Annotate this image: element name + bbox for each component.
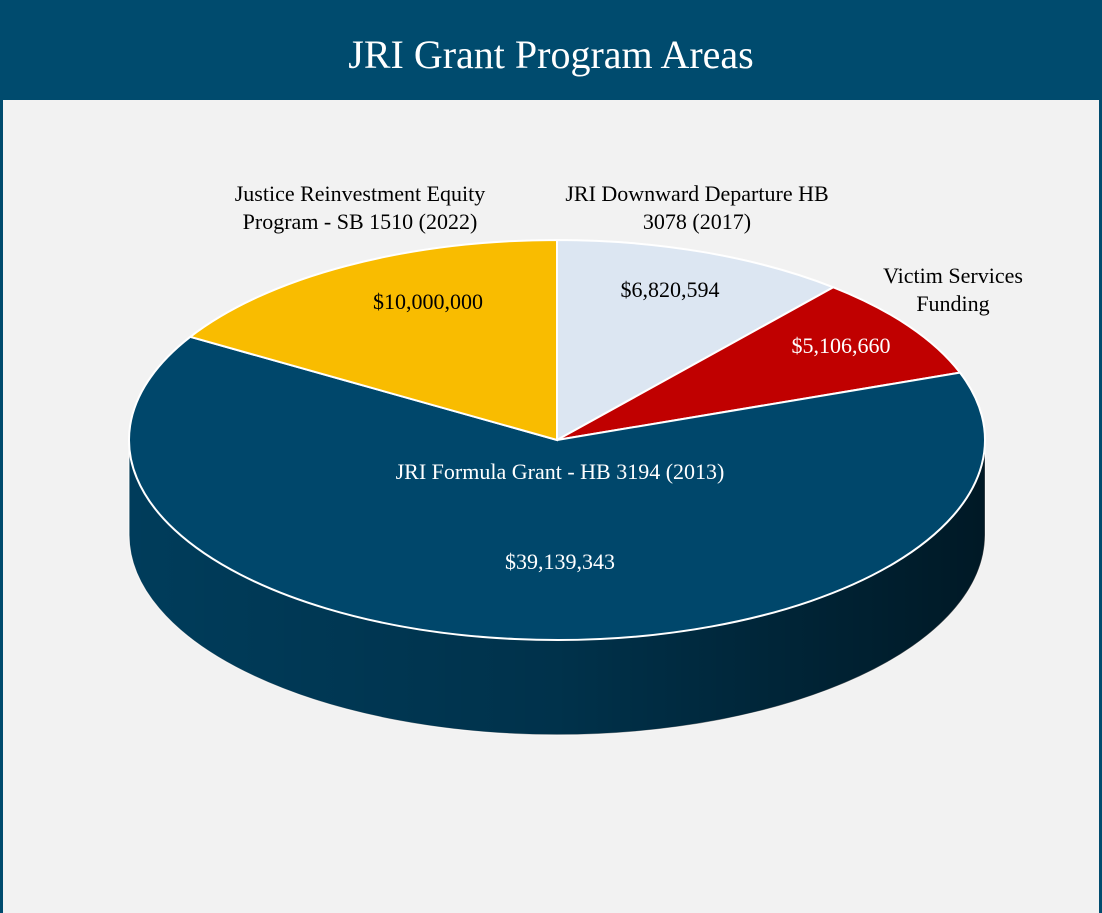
pie-area xyxy=(128,238,986,736)
category-label: Justice Reinvestment Equity Program - SB… xyxy=(234,181,486,234)
value-label: $5,106,660 xyxy=(791,333,891,358)
pie-slice xyxy=(128,335,986,641)
pie-slice xyxy=(188,238,558,442)
chart-title: JRI Grant Program Areas xyxy=(3,0,1099,100)
category-label: JRI Downward Departure HB 3078 (2017) xyxy=(565,181,829,234)
pie-slice xyxy=(556,286,962,441)
value-label: $10,000,000 xyxy=(373,289,483,314)
pie-side-shade xyxy=(129,440,985,735)
value-label: $6,820,594 xyxy=(620,277,720,302)
value-label: $39,139,343 xyxy=(505,549,615,574)
pie-slice xyxy=(556,238,836,442)
category-label: JRI Formula Grant - HB 3194 (2013) xyxy=(395,459,725,484)
category-label: Victim Services Funding xyxy=(883,263,1023,316)
